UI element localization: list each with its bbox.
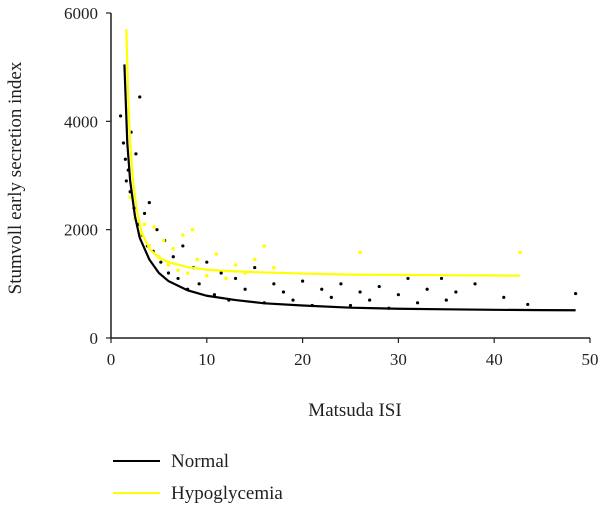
data-point-normal: [526, 302, 530, 307]
data-point-hypoglycemia: [262, 244, 267, 248]
data-point-normal: [124, 179, 128, 183]
data-point-normal: [121, 141, 126, 145]
data-point-normal: [348, 303, 353, 308]
data-point-normal: [368, 298, 372, 302]
data-point-normal: [425, 287, 429, 291]
x-tick-label: 20: [294, 350, 311, 369]
data-point-hypoglycemia: [190, 227, 195, 232]
data-point-normal: [574, 291, 578, 296]
y-tick-label: 2000: [64, 221, 98, 240]
y-tick-label: 4000: [64, 112, 98, 131]
axis-ticks: 0 10 20 30 40 50 0 2000 4000 6000: [64, 4, 599, 369]
data-point-normal: [253, 265, 257, 270]
x-tick-label: 50: [582, 350, 599, 369]
x-tick-label: 0: [107, 350, 116, 369]
data-point-hypoglycemia: [195, 257, 200, 262]
y-tick-label: 6000: [64, 4, 98, 23]
x-tick-label: 10: [198, 350, 215, 369]
legend-label-hypoglycemia: Hypoglycemia: [171, 483, 283, 504]
axes: [110, 13, 590, 339]
data-point-hypoglycemia: [161, 238, 166, 243]
data-point-normal: [502, 295, 506, 299]
data-point-normal: [205, 260, 209, 264]
data-point-normal: [123, 157, 127, 161]
data-point-normal: [329, 295, 333, 299]
data-point-normal: [377, 284, 381, 289]
data-point-hypoglycemia: [176, 268, 180, 273]
x-tick-label: 30: [390, 350, 407, 369]
data-point-hypoglycemia: [518, 250, 522, 255]
series-normal: [118, 95, 578, 310]
data-point-normal: [396, 293, 400, 297]
y-axis-label: Stumvoll early secretion index: [5, 61, 26, 294]
data-point-normal: [454, 290, 458, 294]
data-point-hypoglycemia: [272, 265, 276, 270]
data-point-normal: [155, 228, 159, 232]
data-point-hypoglycemia: [233, 263, 238, 267]
data-point-normal: [339, 282, 343, 286]
data-point-normal: [197, 282, 201, 286]
data-point-normal: [219, 271, 223, 275]
data-point-normal: [243, 287, 247, 291]
x-tick-label: 40: [486, 350, 503, 369]
fit-line-normal: [123, 64, 576, 312]
data-point-hypoglycemia: [358, 250, 362, 255]
data-point-normal: [291, 298, 295, 302]
data-point-hypoglycemia: [171, 246, 176, 251]
data-point-hypoglycemia: [185, 271, 190, 275]
data-point-hypoglycemia: [128, 195, 132, 199]
data-point-normal: [166, 271, 171, 275]
fit-line-hypoglycemia: [125, 29, 521, 277]
data-point-normal: [358, 290, 362, 294]
plot-area: [118, 29, 578, 312]
data-point-hypoglycemia: [142, 222, 147, 227]
data-point-normal: [134, 152, 138, 156]
data-point-hypoglycemia: [166, 263, 171, 267]
data-point-normal: [320, 287, 324, 291]
x-axis-label: Matsuda ISI: [308, 400, 401, 421]
data-point-normal: [233, 276, 238, 281]
data-point-normal: [147, 200, 151, 205]
data-point-normal: [439, 276, 444, 281]
data-point-normal: [118, 114, 123, 118]
data-point-hypoglycemia: [181, 233, 185, 237]
y-tick-label: 0: [90, 329, 99, 348]
data-point-normal: [473, 282, 477, 286]
data-point-hypoglycemia: [224, 276, 228, 281]
data-point-normal: [406, 276, 410, 281]
data-point-normal: [181, 244, 185, 248]
data-point-normal: [301, 279, 305, 283]
data-point-normal: [444, 298, 448, 302]
legend-label-normal: Normal: [171, 451, 229, 472]
data-point-normal: [176, 276, 180, 281]
data-point-hypoglycemia: [152, 225, 156, 229]
data-point-normal: [159, 260, 163, 264]
data-point-normal: [142, 211, 147, 216]
data-point-hypoglycemia: [205, 273, 209, 278]
data-point-normal: [415, 301, 420, 305]
data-point-normal: [138, 95, 142, 99]
data-point-hypoglycemia: [214, 252, 219, 256]
data-point-normal: [272, 282, 276, 286]
legend: Normal Hypoglycemia: [113, 451, 283, 504]
data-point-normal: [281, 290, 286, 294]
data-point-normal: [212, 293, 217, 297]
data-point-hypoglycemia: [252, 257, 257, 262]
data-point-normal: [171, 255, 175, 259]
